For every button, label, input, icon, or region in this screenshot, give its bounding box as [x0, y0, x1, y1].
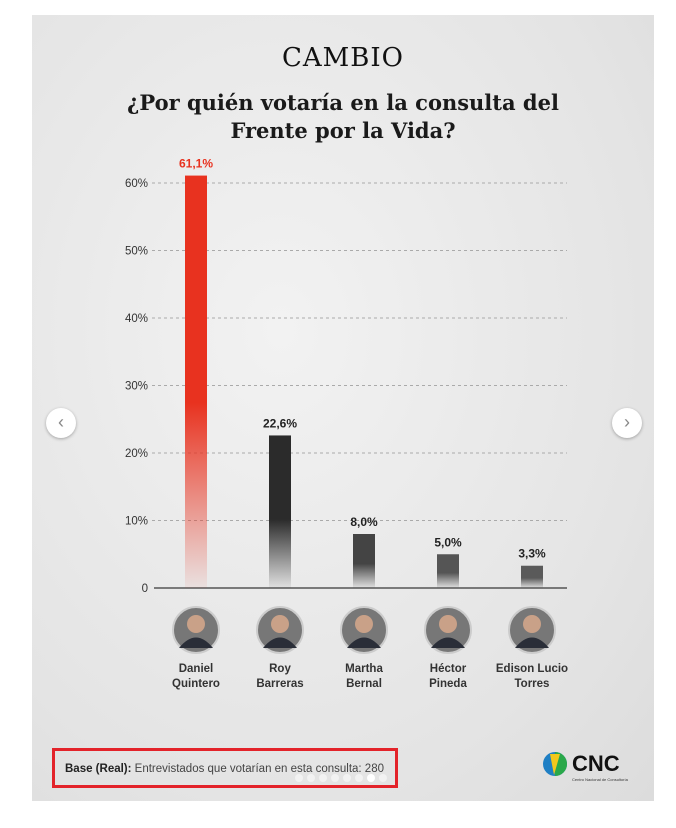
candidate-name: Barreras — [256, 678, 303, 690]
carousel-dot[interactable] — [379, 774, 387, 782]
cnc-logo-text: CNC — [572, 751, 620, 776]
cnc-logo: CNC Centro Nacional de Consultoría — [542, 751, 628, 782]
candidate-name: Pineda — [429, 678, 467, 690]
candidate-body — [179, 637, 213, 648]
carousel-dot[interactable] — [355, 774, 363, 782]
candidate-name: Martha — [345, 663, 383, 675]
bar — [521, 565, 543, 588]
carousel-dot[interactable] — [319, 774, 327, 782]
candidate-name: Torres — [515, 678, 550, 690]
chart-title: ¿Por quién votaría en la consulta del Fr… — [127, 90, 559, 143]
candidate-face — [187, 615, 205, 633]
carousel-dots[interactable] — [295, 774, 387, 782]
y-tick-label: 40% — [125, 313, 148, 325]
carousel-dot[interactable] — [295, 774, 303, 782]
candidate-body — [431, 637, 465, 648]
next-slide-button[interactable]: › — [612, 408, 642, 438]
cnc-logo-subtitle: Centro Nacional de Consultoría — [572, 777, 628, 782]
y-tick-label: 0 — [142, 583, 148, 595]
bar-value-label: 8,0% — [350, 515, 378, 529]
brand-logo: CAMBIO — [282, 43, 404, 73]
y-tick-label: 20% — [125, 448, 148, 460]
bar-value-label: 5,0% — [434, 535, 462, 549]
bar-value-label: 61,1% — [179, 157, 213, 171]
base-label: Base (Real): — [65, 763, 132, 775]
prev-slide-button[interactable]: ‹ — [46, 408, 76, 438]
candidate-body — [515, 637, 549, 648]
bar — [269, 435, 291, 588]
y-tick-label: 10% — [125, 516, 148, 528]
candidate-face — [439, 615, 457, 633]
candidate-name: Edison Lucio — [496, 663, 568, 675]
candidate-face — [523, 615, 541, 633]
bar-value-label: 22,6% — [263, 416, 297, 430]
y-tick-label: 50% — [125, 246, 148, 258]
candidate-body — [263, 637, 297, 648]
carousel-dot[interactable] — [367, 774, 375, 782]
bar — [185, 175, 207, 588]
carousel-dot[interactable] — [331, 774, 339, 782]
candidate-name: Quintero — [172, 678, 220, 690]
bar — [437, 554, 459, 588]
candidate-face — [355, 615, 373, 633]
candidate-name: Bernal — [346, 678, 382, 690]
y-tick-label: 60% — [125, 178, 148, 190]
candidate-face — [271, 615, 289, 633]
candidate-body — [347, 637, 381, 648]
bar-chart: 0 10% 20% 30% 40% 50% 60% 61,1% Daniel Quintero 22… — [125, 157, 568, 690]
carousel-dot[interactable] — [343, 774, 351, 782]
candidate-name: Héctor — [430, 663, 467, 675]
base-text: Entrevistados que votarían en esta consu… — [131, 763, 384, 775]
bar — [353, 534, 375, 588]
post-card: CAMBIO ¿Por quién votaría en la consulta… — [32, 15, 654, 801]
bar-value-label: 3,3% — [518, 547, 546, 561]
cnc-logo-icon — [543, 752, 567, 776]
carousel-dot[interactable] — [307, 774, 315, 782]
base-note: Base (Real): Entrevistados que votarían … — [52, 748, 398, 788]
y-tick-label: 30% — [125, 381, 148, 393]
candidate-name: Daniel — [179, 663, 214, 675]
candidate-name: Roy — [269, 663, 291, 675]
